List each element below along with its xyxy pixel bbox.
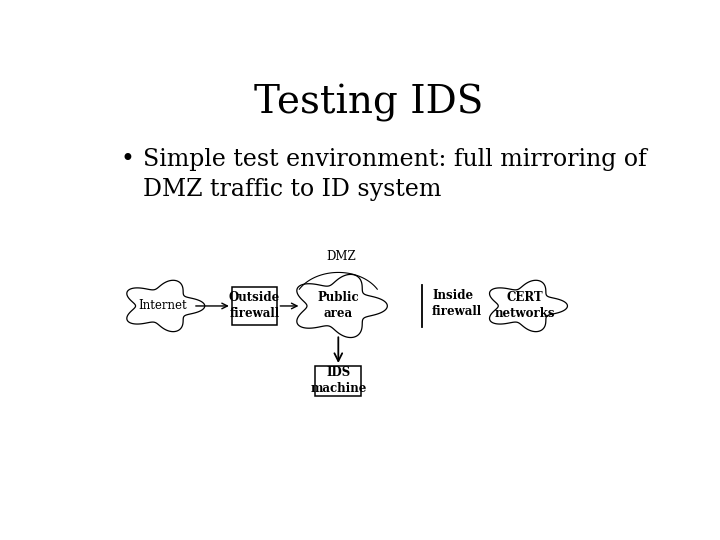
Text: Testing IDS: Testing IDS [254, 84, 484, 122]
Text: DMZ: DMZ [326, 250, 356, 263]
PathPatch shape [127, 280, 204, 332]
FancyBboxPatch shape [315, 366, 361, 396]
Text: Public
area: Public area [318, 292, 359, 320]
Text: Simple test environment: full mirroring of
DMZ traffic to ID system: Simple test environment: full mirroring … [143, 148, 647, 201]
FancyBboxPatch shape [232, 287, 277, 325]
PathPatch shape [297, 274, 387, 338]
PathPatch shape [490, 280, 567, 332]
Text: IDS
machine: IDS machine [310, 366, 366, 395]
Text: Internet: Internet [138, 300, 187, 313]
Text: •: • [121, 148, 135, 171]
Text: Outside
firewall: Outside firewall [229, 292, 280, 320]
Text: Inside
firewall: Inside firewall [432, 289, 482, 319]
Text: CERT
networks: CERT networks [495, 292, 556, 320]
